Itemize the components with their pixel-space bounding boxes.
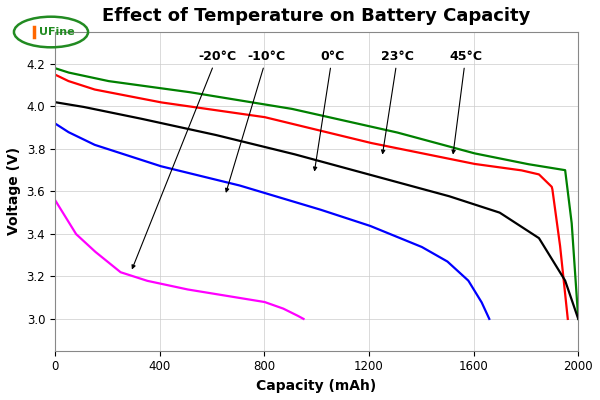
Text: -10°C: -10°C [226,50,286,192]
Text: UFine: UFine [40,27,75,37]
Text: 45°C: 45°C [449,50,482,154]
Text: 0°C: 0°C [313,50,344,170]
Text: 23°C: 23°C [381,50,414,154]
Title: Effect of Temperature on Battery Capacity: Effect of Temperature on Battery Capacit… [103,7,531,25]
X-axis label: Capacity (mAh): Capacity (mAh) [256,379,377,393]
Y-axis label: Voltage (V): Voltage (V) [7,147,21,236]
Text: -20°C: -20°C [132,50,236,268]
